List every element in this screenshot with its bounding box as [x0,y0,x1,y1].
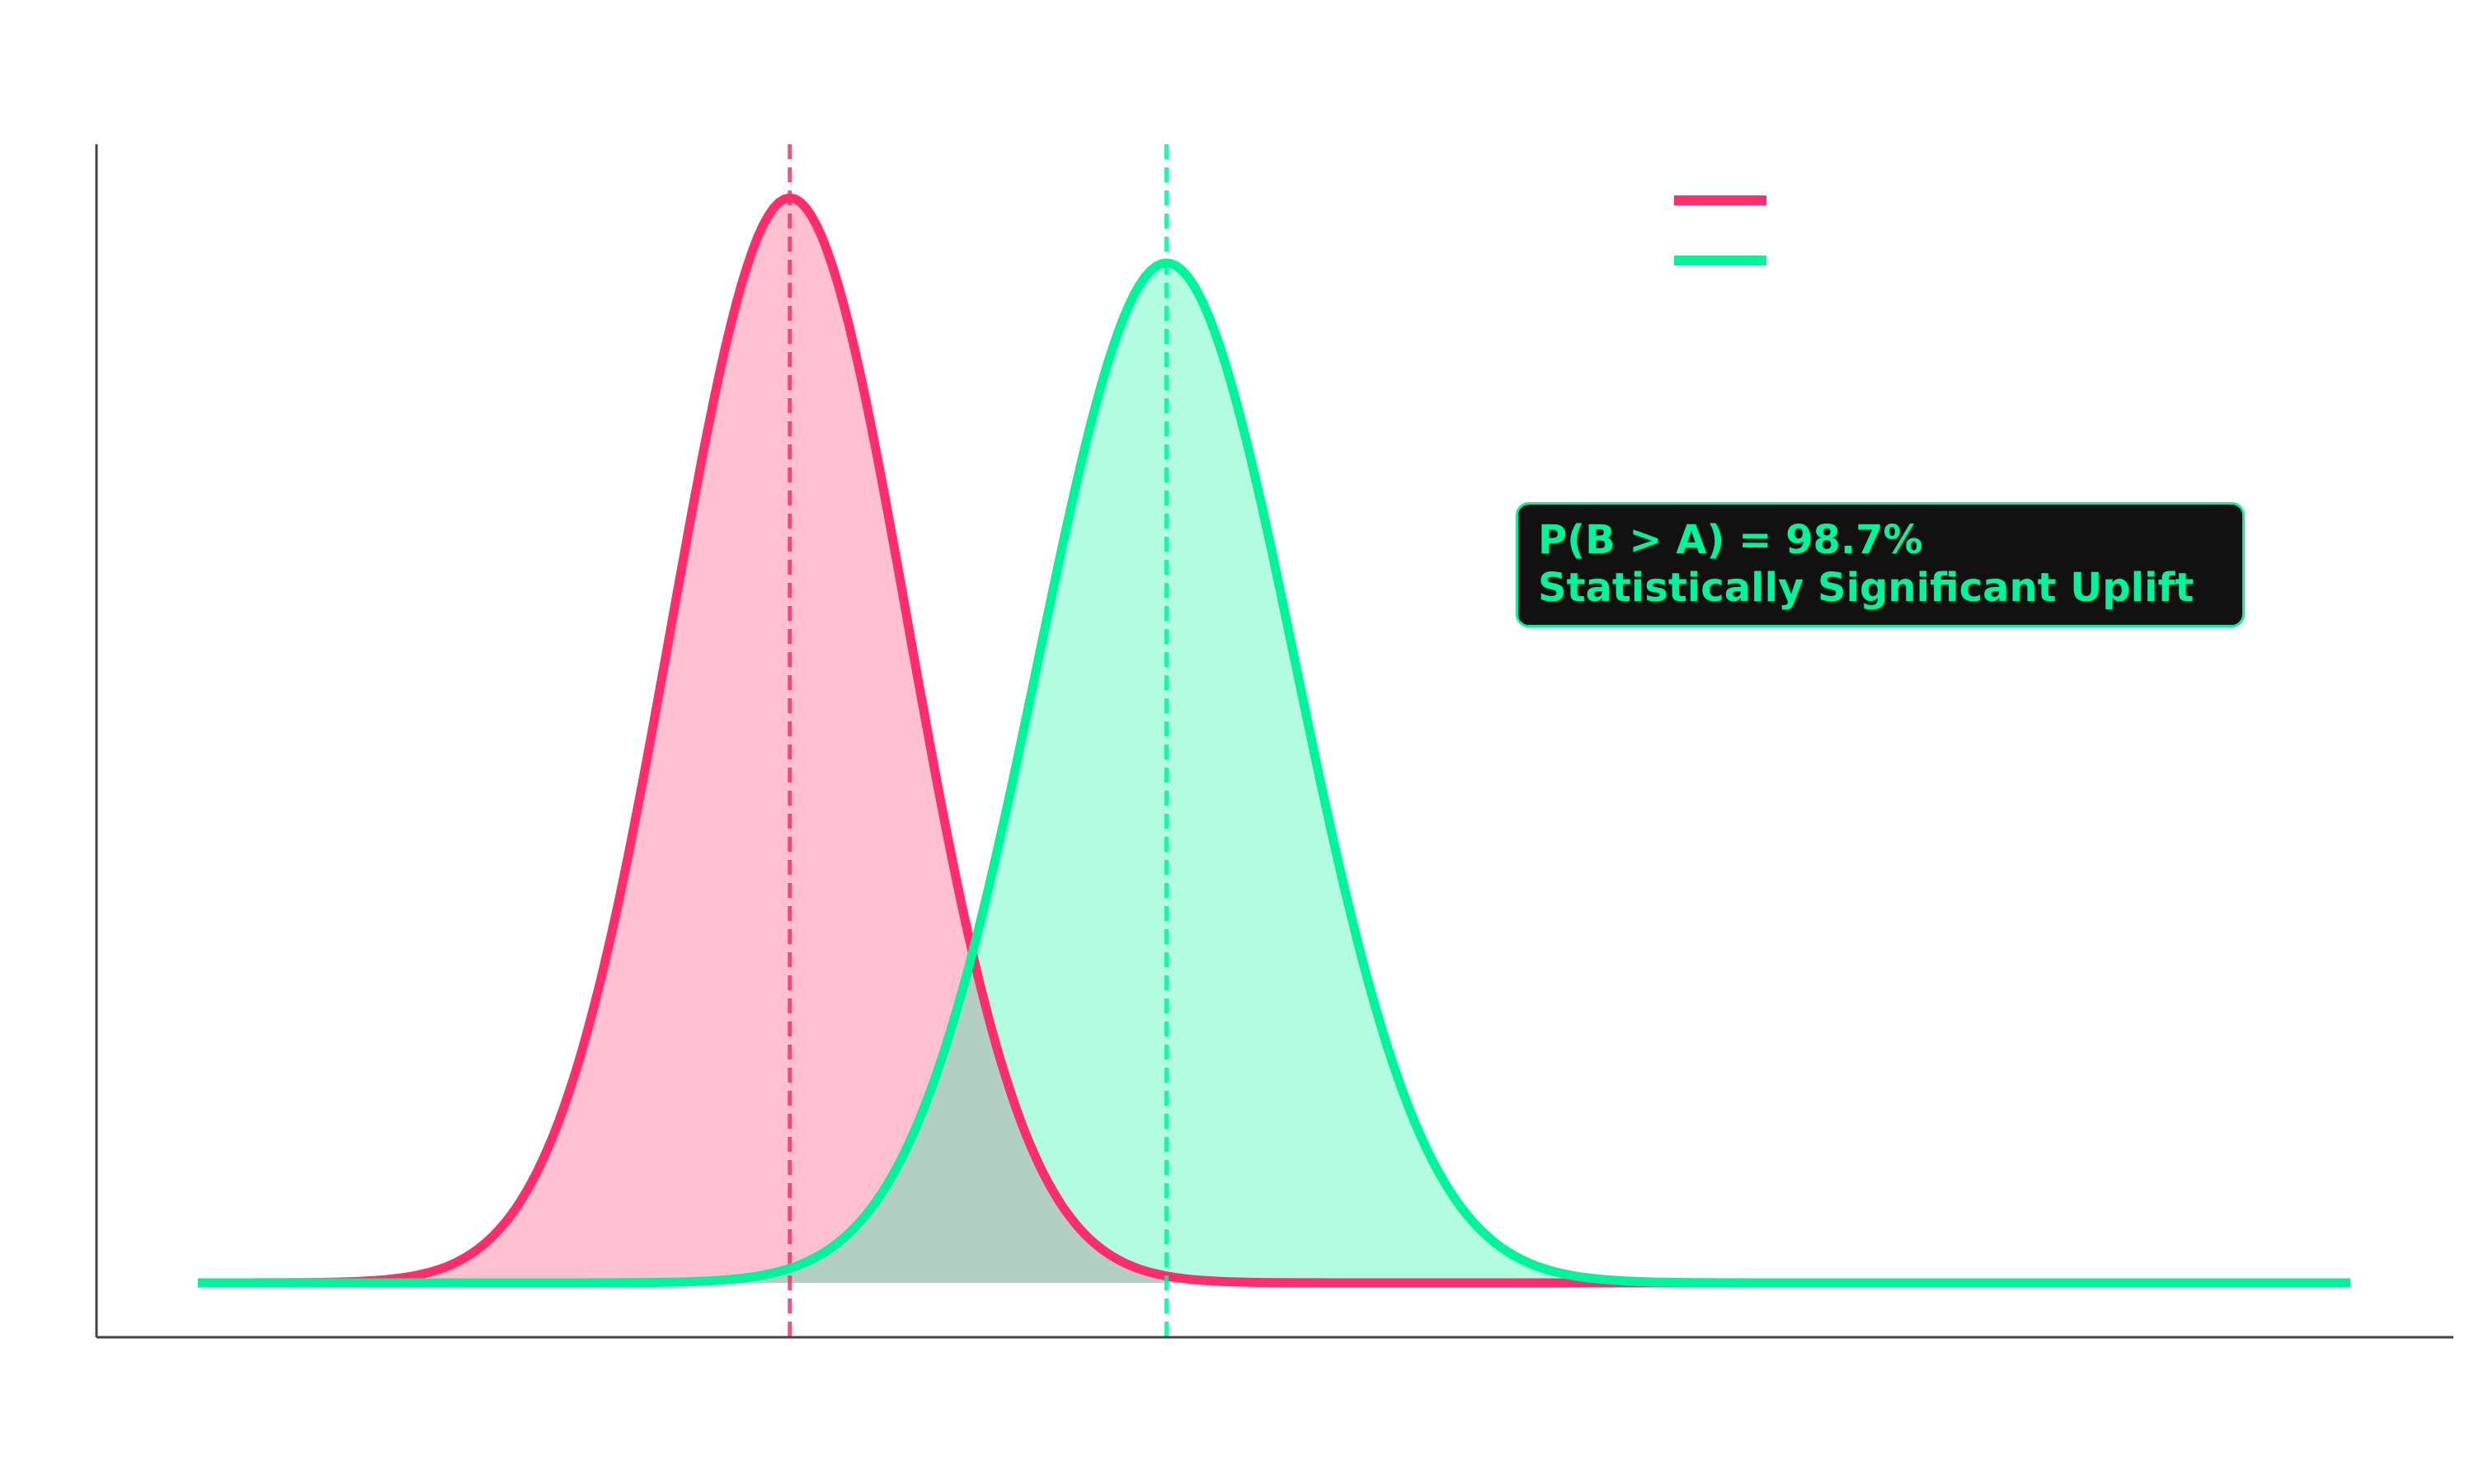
series-1-fill-area [198,198,2350,1283]
series-2-density-curve [198,258,2350,1288]
plot-fills [198,198,2350,1283]
annotation-probability-text: P(B > A) = 98.7% [1538,517,1923,563]
plot-axes [95,144,2453,1339]
annotation-significance-text: Statistically Significant Uplift [1538,565,2194,611]
significance-annotation: P(B > A) = 98.7% Statistically Significa… [1516,502,2245,627]
legend [1674,195,1766,265]
series-2-fill-area [198,263,2350,1283]
plot-lines [198,144,2350,1337]
